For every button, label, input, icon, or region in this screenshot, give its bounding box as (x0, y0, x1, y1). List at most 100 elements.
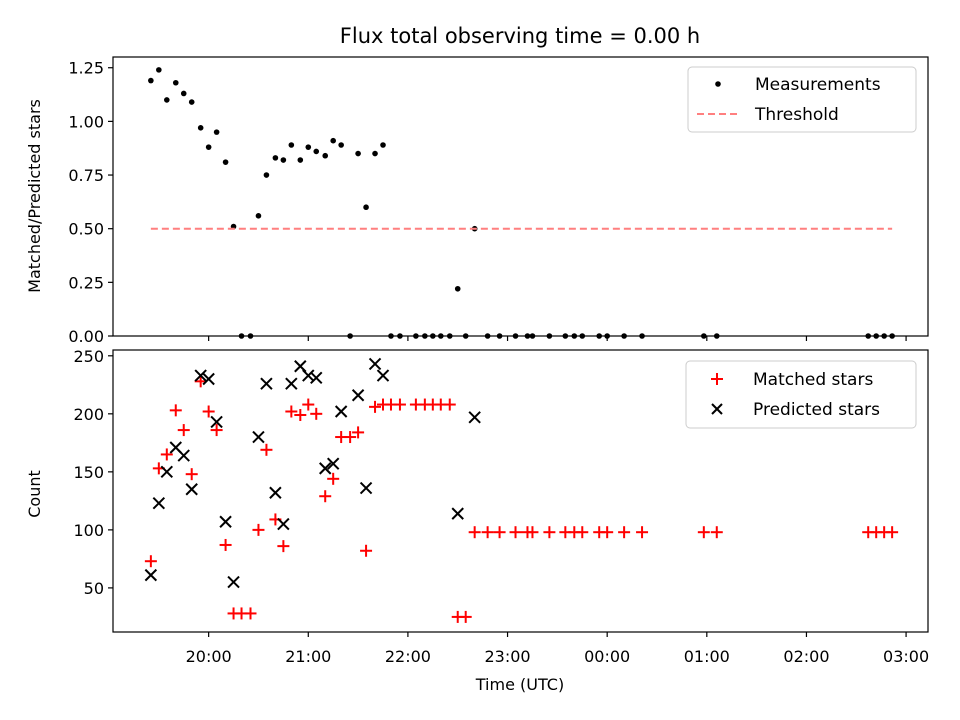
matched-stars-point (219, 538, 232, 551)
matched-stars-point (526, 526, 539, 539)
measurement-point (347, 333, 353, 339)
matched-stars-point (468, 526, 481, 539)
measurement-point (512, 333, 519, 339)
x-tick-label: 20:00 (186, 647, 232, 666)
matched-stars-point (185, 468, 198, 481)
matched-stars-point (344, 431, 357, 444)
top-y-axis: 0.00 0.25 0.50 0.75 1.00 1.25 (68, 59, 113, 346)
matched-stars-point (636, 526, 649, 539)
legend-matched-marker (711, 373, 723, 385)
predicted-stars-point (227, 575, 240, 589)
measurement-point (621, 333, 627, 339)
predicted-stars-point (285, 377, 298, 390)
bottom-panel: 50 100 150 200 250 20:00 21:00 22:00 23:00 00:00… (25, 347, 929, 694)
bottom-legend-box (685, 360, 917, 429)
top-y-tick-label: 0.00 (68, 327, 104, 346)
matched-stars-point (481, 526, 494, 539)
matched-stars-point (319, 490, 332, 503)
matched-stars-point (493, 526, 506, 539)
measurement-point (524, 333, 531, 339)
bottom-y-tick-label: 250 (73, 347, 104, 366)
top-y-tick-label: 1.25 (68, 59, 104, 78)
measurement-point (462, 333, 469, 339)
measurement-point (639, 333, 645, 339)
measurement-point (881, 333, 887, 339)
matched-stars-point (252, 523, 265, 536)
measurement-point (397, 333, 403, 339)
top-legend: Measurements Threshold (687, 66, 917, 133)
measurement-point (238, 333, 245, 339)
measurement-point (388, 333, 394, 339)
matched-stars-point (260, 443, 273, 456)
measurement-point (579, 333, 586, 339)
predicted-stars-point (252, 430, 265, 444)
measurement-point (380, 142, 386, 148)
matched-stars-point (509, 526, 522, 539)
measurement-point (701, 333, 707, 339)
measurement-point (446, 333, 453, 339)
measurement-point (188, 99, 195, 105)
predicted-stars-point (302, 369, 315, 382)
measurement-point (322, 152, 329, 159)
bottom-y-axis-label: Count (25, 470, 44, 518)
measurement-point (297, 157, 304, 163)
measurement-point (484, 333, 491, 339)
matched-stars-point (169, 404, 182, 417)
predicted-stars-point (468, 411, 481, 424)
predicted-stars-point (310, 371, 323, 385)
measurement-point (172, 79, 179, 86)
measurement-point (247, 333, 254, 339)
top-series-layer (148, 67, 895, 339)
matched-stars-point (302, 398, 315, 411)
predicted-stars-point (269, 486, 282, 499)
matched-stars-point (710, 526, 723, 539)
bottom-legend: Matched stars Predicted stars (685, 360, 917, 429)
top-y-tick-label: 0.50 (68, 220, 104, 239)
predicted-stars-point (451, 507, 464, 520)
matched-stars-point (459, 610, 472, 623)
matched-stars-point (202, 405, 215, 418)
top-y-axis-label: Matched/Predicted stars (25, 99, 44, 293)
matched-stars-point (144, 555, 157, 568)
measurement-point (180, 90, 187, 97)
predicted-stars-point (326, 457, 340, 470)
measurement-point (313, 148, 320, 155)
x-tick-label: 21:00 (285, 647, 331, 666)
measurement-point (164, 97, 170, 103)
legend-predicted-label: Predicted stars (753, 400, 880, 420)
measurement-point (148, 77, 154, 84)
bottom-y-axis: 50 100 150 200 250 (73, 347, 113, 598)
bottom-y-tick-label: 100 (73, 521, 104, 540)
predicted-stars-point (368, 357, 382, 371)
top-panel: 0.00 0.25 0.50 0.75 1.00 1.25 Matched/Predict… (25, 56, 929, 346)
measurement-point (437, 333, 444, 339)
matched-stars-point (369, 400, 382, 413)
predicted-stars-point (160, 465, 174, 479)
measurement-point (156, 67, 162, 73)
predicted-stars-point (359, 481, 373, 495)
measurement-point (363, 204, 369, 211)
matched-stars-point (310, 407, 323, 420)
measurement-point (205, 144, 212, 150)
matched-stars-point (177, 424, 190, 437)
measurement-point (197, 125, 204, 131)
measurement-point (338, 142, 344, 148)
measurement-point (372, 150, 378, 157)
matched-stars-point (327, 472, 340, 485)
top-y-tick-label: 0.25 (68, 273, 104, 292)
x-tick-label: 22:00 (385, 647, 431, 666)
predicted-stars-point (277, 517, 290, 531)
bottom-x-axis: 20:00 21:00 22:00 23:00 00:00 01:00 02:00 03:00 (186, 632, 929, 666)
predicted-stars-point (152, 496, 166, 510)
measurement-point (222, 159, 229, 165)
measurement-point (413, 333, 419, 339)
measurement-point (288, 142, 295, 148)
measurement-point (604, 333, 610, 339)
x-tick-label: 02:00 (783, 647, 829, 666)
predicted-stars-point (219, 515, 232, 528)
measurement-point (865, 333, 872, 339)
bottom-series-layer (144, 357, 899, 623)
matched-stars-point (194, 375, 207, 388)
measurement-point (280, 157, 287, 163)
